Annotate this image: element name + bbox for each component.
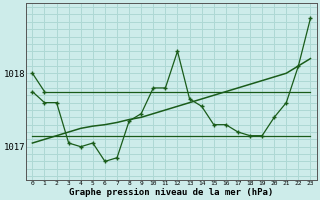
X-axis label: Graphe pression niveau de la mer (hPa): Graphe pression niveau de la mer (hPa) — [69, 188, 274, 197]
